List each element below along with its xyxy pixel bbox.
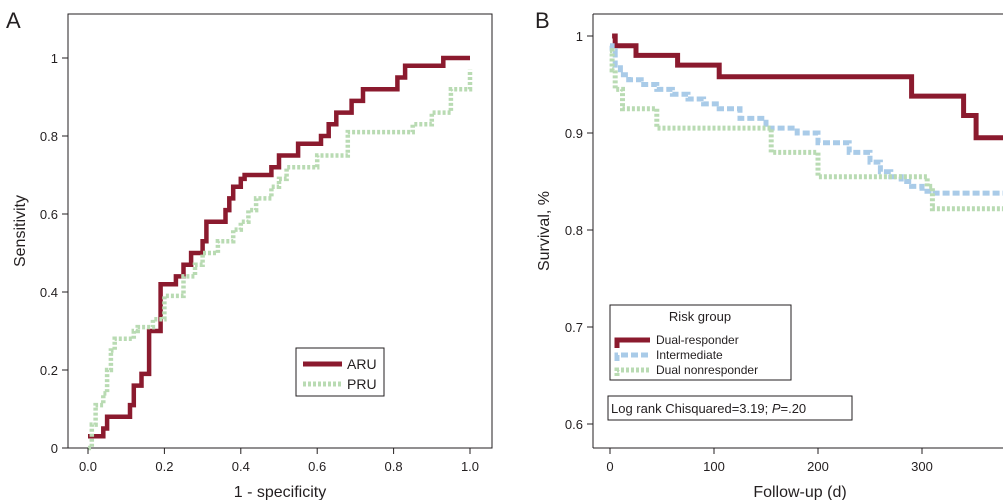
legend-label-dual-responder: Dual-responder xyxy=(656,333,739,347)
panel-b-label: B xyxy=(535,8,550,33)
y-tick-label: 1 xyxy=(51,51,58,66)
series-line-dual-responder xyxy=(612,33,1003,141)
log-rank-text: Log rank Chisquared=3.19; P=.20 xyxy=(611,401,806,416)
panel-b-x-axis-label: Follow-up (d) xyxy=(753,484,846,500)
y-tick-label: 0.6 xyxy=(565,417,583,432)
log-rank-p-symbol: P xyxy=(772,401,781,416)
log-rank-box xyxy=(607,395,853,421)
panel-a-frame xyxy=(67,13,493,449)
legend-title: Risk group xyxy=(669,309,731,324)
x-tick-label: 0 xyxy=(606,459,613,474)
legend-label-aru: ARU xyxy=(347,356,377,372)
y-tick-label: 0.4 xyxy=(40,285,58,300)
legend-label-intermediate: Intermediate xyxy=(656,348,723,362)
x-tick-label: 0.8 xyxy=(385,459,403,474)
y-tick-label: 0.8 xyxy=(565,223,583,238)
panel-b-legend: Risk group Dual-responder Intermediate D… xyxy=(609,304,792,381)
y-tick-label: 0.6 xyxy=(40,207,58,222)
legend-swatch-dual-responder xyxy=(614,337,650,348)
panel-a-x-axis-label: 1 - specificity xyxy=(234,484,326,500)
panel-b-y-ticks: 0.6 0.7 0.8 0.9 1 xyxy=(565,29,593,432)
x-tick-label: 200 xyxy=(807,459,829,474)
panel-a-y-ticks: 0 0.2 0.4 0.6 0.8 1 xyxy=(40,51,68,456)
x-tick-label: 1.0 xyxy=(461,459,479,474)
log-rank-annotation: Log rank Chisquared=3.19; P=.20 xyxy=(607,395,853,421)
panel-a-legend: ARU PRU xyxy=(295,347,385,397)
x-tick-label: 300 xyxy=(911,459,933,474)
series-line-intermediate xyxy=(609,43,1003,196)
panel-a-roc-chart: A 0.0 0.2 0.4 0.6 0.8 1.0 0 0.2 0.4 0.6 0.8 1 1 - … xyxy=(6,8,493,500)
y-tick-label: 0.7 xyxy=(565,320,583,335)
series-line-aru xyxy=(88,55,470,439)
legend-swatch-dual-nonresponder xyxy=(614,367,650,376)
x-tick-label: 100 xyxy=(703,459,725,474)
x-tick-label: 0.6 xyxy=(308,459,326,474)
x-tick-label: 0.4 xyxy=(232,459,250,474)
panel-a-legend-box xyxy=(295,347,385,397)
y-tick-label: 0.8 xyxy=(40,129,58,144)
panel-a-label: A xyxy=(6,8,21,33)
panel-b-plot-area: 0 100 200 300 0.6 0.7 0.8 0.9 1 xyxy=(565,13,1003,474)
panel-b-x-ticks: 0 100 200 300 xyxy=(606,448,933,474)
legend-label-dual-nonresponder: Dual nonresponder xyxy=(656,363,758,377)
log-rank-suffix: =.20 xyxy=(780,401,806,416)
panel-a-plot-area: 0.0 0.2 0.4 0.6 0.8 1.0 0 0.2 0.4 0.6 0.8 1 xyxy=(40,13,493,474)
y-tick-label: 0.2 xyxy=(40,363,58,378)
legend-swatch-intermediate xyxy=(614,352,650,361)
y-tick-label: 1 xyxy=(576,29,583,44)
panel-b-y-axis-label: Survival, % xyxy=(536,191,553,271)
panel-a-y-axis-label: Sensitivity xyxy=(12,195,29,267)
x-tick-label: 0.0 xyxy=(79,459,97,474)
y-tick-label: 0 xyxy=(51,441,58,456)
log-rank-prefix: Log rank Chisquared=3.19; xyxy=(611,401,772,416)
panel-b-series-layer xyxy=(609,33,1003,212)
panel-b-survival-chart: B 0 100 200 300 0.6 0.7 0.8 0.9 1 Follow-up (d)… xyxy=(535,8,1003,500)
series-line-pru xyxy=(88,69,473,451)
panel-a-series-layer xyxy=(88,55,473,451)
legend-label-pru: PRU xyxy=(347,376,377,392)
y-tick-label: 0.9 xyxy=(565,126,583,141)
x-tick-label: 0.2 xyxy=(155,459,173,474)
panel-a-x-ticks: 0.0 0.2 0.4 0.6 0.8 1.0 xyxy=(79,448,479,474)
series-line-dual-nonresponder xyxy=(609,48,1003,212)
